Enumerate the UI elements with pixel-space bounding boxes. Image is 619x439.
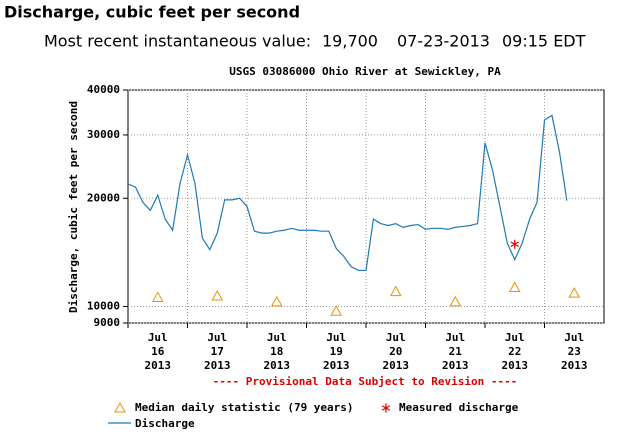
x-tick-label: 2013	[145, 359, 172, 372]
recent-number: 19,700	[322, 32, 378, 51]
x-tick-label: 20	[389, 345, 402, 358]
y-tick-label: 10000	[87, 300, 120, 313]
measured-point	[510, 239, 519, 249]
x-tick-label: 19	[330, 345, 343, 358]
legend-label: Discharge	[135, 417, 195, 430]
x-tick-label: Jul	[564, 331, 584, 344]
recent-value: Most recent instantaneous value: 19,700 …	[44, 32, 586, 51]
x-tick-label: Jul	[267, 331, 287, 344]
x-tick-label: Jul	[148, 331, 168, 344]
median-marker	[568, 287, 581, 298]
x-tick-label: 21	[449, 345, 463, 358]
x-tick-label: 2013	[264, 359, 291, 372]
x-tick-label: Jul	[326, 331, 346, 344]
x-tick-label: 16	[151, 345, 165, 358]
x-tick-label: 23	[568, 345, 581, 358]
x-tick-label: 2013	[383, 359, 410, 372]
x-tick-label: Jul	[207, 331, 227, 344]
measured-point	[381, 403, 391, 413]
median-marker	[270, 295, 283, 307]
median-marker	[449, 295, 462, 307]
x-tick-label: 2013	[502, 359, 529, 372]
median-marker	[211, 289, 224, 301]
recent-date: 07-23-2013	[397, 32, 490, 51]
discharge-line	[127, 114, 568, 272]
asterisk-stroke	[381, 405, 391, 411]
median-marker	[389, 285, 402, 297]
recent-label: Most recent instantaneous value:	[44, 32, 311, 51]
chart-title: USGS 03086000 Ohio River at Sewickley, P…	[229, 65, 501, 78]
legend-label: Measured discharge	[399, 401, 519, 414]
y-tick-label: 30000	[87, 128, 120, 141]
median-marker	[508, 281, 521, 292]
legend-median-symbol	[114, 401, 126, 413]
x-tick-label: 2013	[204, 359, 231, 372]
x-tick-label: 17	[211, 345, 224, 358]
y-tick-label: 40000	[87, 83, 120, 96]
y-axis-label: Discharge, cubic feet per second	[67, 101, 80, 313]
x-tick-label: 2013	[323, 359, 350, 372]
x-tick-label: 2013	[442, 359, 469, 372]
recent-time: 09:15 EDT	[502, 32, 586, 51]
x-tick-label: Jul	[386, 331, 406, 344]
median-marker	[330, 305, 343, 316]
y-tick-label: 9000	[94, 316, 121, 329]
page-title: Discharge, cubic feet per second	[4, 3, 300, 22]
x-tick-label: 22	[508, 345, 521, 358]
asterisk-stroke	[510, 241, 519, 248]
x-tick-label: 18	[270, 345, 283, 358]
y-tick-label: 20000	[87, 191, 120, 204]
annotation: ---- Provisional Data Subject to Revisio…	[213, 375, 518, 388]
x-tick-label: Jul	[505, 331, 525, 344]
x-tick-label: Jul	[445, 331, 465, 344]
median-marker	[151, 291, 164, 302]
x-tick-label: 2013	[561, 359, 588, 372]
legend-label: Median daily statistic (79 years)	[135, 401, 354, 414]
